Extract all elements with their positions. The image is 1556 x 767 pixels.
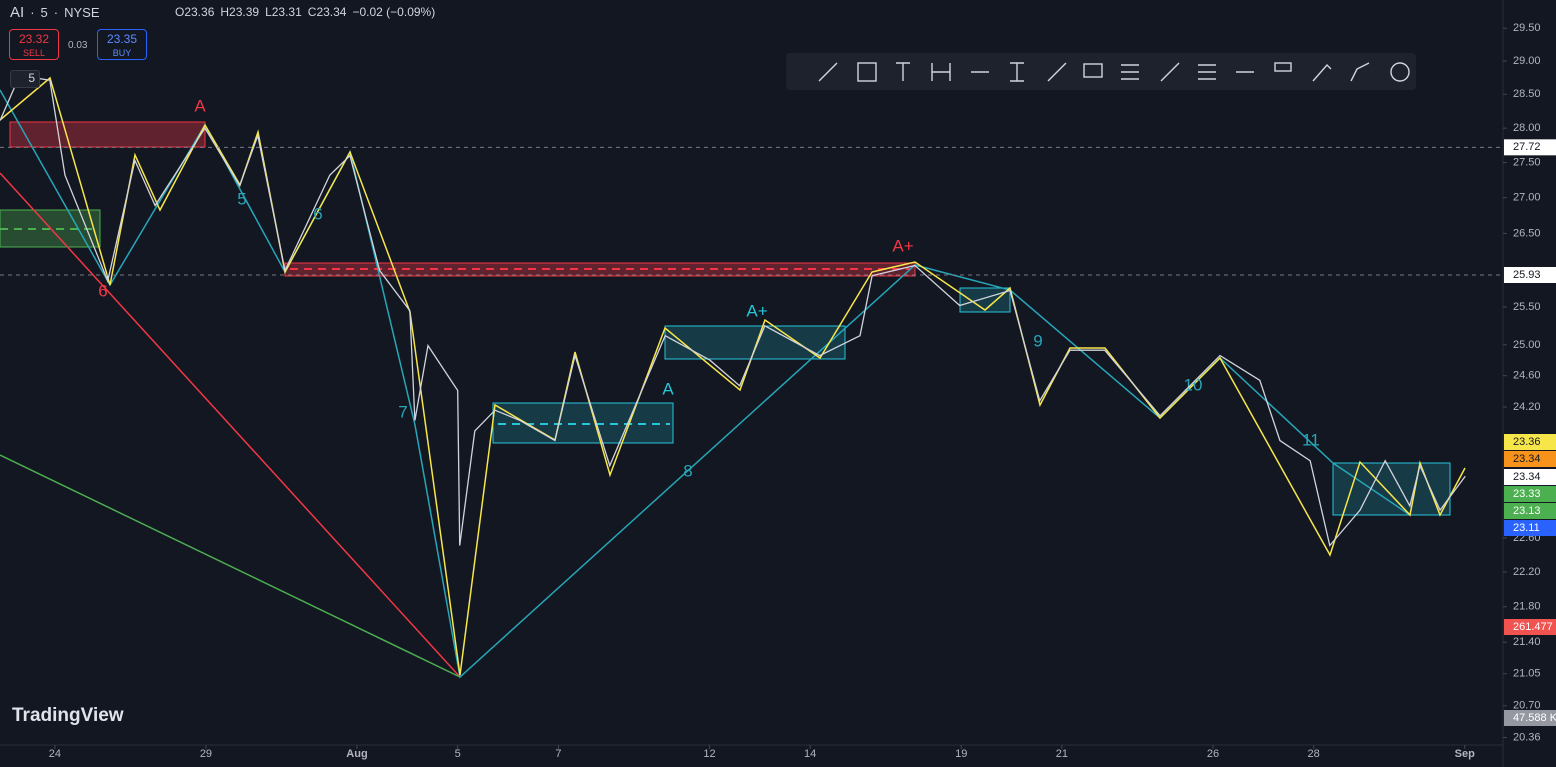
axis-badge-label: 47.588 K (1513, 712, 1556, 724)
interval[interactable]: 5 (40, 5, 48, 20)
y-tick-label: 21.80 (1513, 601, 1541, 613)
y-tick-label: 24.20 (1513, 401, 1541, 413)
zigzag (0, 76, 1466, 676)
x-tick-label: 28 (1308, 748, 1320, 760)
x-tick-label: Sep (1455, 748, 1475, 760)
axis-badge (1504, 434, 1556, 450)
x-tick-label: 26 (1207, 748, 1219, 760)
spread: 0.03 (68, 40, 88, 51)
annotation: 7 (398, 402, 407, 421)
buy-button[interactable]: 23.35 BUY (97, 29, 147, 60)
axis-badge (1504, 503, 1556, 519)
change: −0.02 (−0.09%) (352, 5, 436, 19)
y-tick-label: 27.00 (1513, 192, 1541, 204)
annotation: 11 (1302, 430, 1320, 449)
y-tick-label: 21.40 (1513, 636, 1541, 648)
buy-label: BUY (112, 48, 132, 58)
y-tick-label: 27.50 (1513, 156, 1541, 168)
x-tick-label: 7 (555, 748, 561, 760)
x-tick-label: Aug (346, 748, 367, 760)
symbol[interactable]: AI (10, 4, 25, 21)
annotation: 5 (237, 189, 246, 208)
indicator-toggle[interactable]: 5 (10, 70, 40, 88)
annotation: 6 (313, 204, 322, 223)
close: C23.34 (307, 5, 347, 19)
y-tick-label: 29.50 (1513, 22, 1541, 34)
annotation: A (194, 96, 206, 115)
y-tick-label: 29.00 (1513, 55, 1541, 67)
x-tick-label: 12 (703, 748, 715, 760)
annotation: 8 (683, 461, 692, 480)
buy-price: 23.35 (106, 32, 138, 46)
logo: TradingView (12, 705, 124, 726)
annotation: A+ (892, 236, 913, 255)
axis-badge-label: 23.13 (1513, 505, 1541, 517)
annotation: A+ (746, 301, 767, 320)
price-badge (1504, 266, 1556, 283)
axis-badge-label: 23.33 (1513, 488, 1541, 500)
axis-badge (1504, 619, 1556, 635)
sell-button[interactable]: 23.32 SELL (9, 29, 59, 60)
toolbar-icons (818, 62, 1410, 82)
trend-line (0, 454, 461, 678)
price-badge-label: 27.72 (1513, 141, 1541, 153)
axis-badge (1504, 520, 1556, 536)
annotation: 6 (98, 281, 107, 300)
x-tick-label: 19 (955, 748, 967, 760)
annotation: A (662, 379, 674, 398)
y-tick-label: 28.50 (1513, 88, 1541, 100)
y-tick-label: 20.70 (1513, 700, 1541, 712)
price-badge-label: 25.93 (1513, 269, 1541, 281)
open: O23.36 (175, 5, 215, 19)
price-line-series (0, 74, 1466, 547)
x-tick-label: 5 (455, 748, 461, 760)
annotation: 10 (1184, 375, 1203, 394)
y-tick-label: 25.00 (1513, 339, 1541, 351)
y-tick-label: 22.20 (1513, 566, 1541, 578)
axis-badge-label: 23.34 (1513, 453, 1541, 465)
x-tick-label: 21 (1056, 748, 1068, 760)
axis-badge-label: 23.36 (1513, 436, 1541, 448)
axis-badge-label: 23.11 (1513, 522, 1540, 534)
axis-badge (1504, 469, 1556, 485)
annotation: 9 (1033, 331, 1042, 350)
sell-price: 23.32 (18, 32, 50, 46)
exchange: NYSE (64, 5, 100, 20)
x-tick-label: 24 (49, 748, 61, 760)
sell-label: SELL (22, 48, 46, 58)
axis-badge (1504, 710, 1556, 726)
high: H23.39 (220, 5, 260, 19)
drawings (0, 76, 1466, 679)
y-tick-label: 21.05 (1513, 668, 1541, 680)
y-tick-label: 28.00 (1513, 122, 1541, 134)
axis-badge (1504, 451, 1556, 467)
axis-badge (1504, 486, 1556, 502)
y-tick-label: 25.50 (1513, 301, 1541, 313)
zone (959, 287, 1011, 313)
x-tick-label: 29 (200, 748, 212, 760)
price-axis (1503, 0, 1556, 767)
y-tick-label: 26.50 (1513, 227, 1541, 239)
axis-badge-label: 261.477 (1513, 621, 1553, 633)
axis-badge-label: 23.34 (1513, 471, 1541, 483)
low: L23.31 (265, 5, 302, 19)
ohlc: O23.36 H23.39 L23.31 C23.34 −0.02 (−0.09… (175, 5, 435, 19)
drawing-toolbar (786, 53, 1416, 90)
price-badge (1504, 139, 1556, 156)
trend-line (0, 172, 461, 678)
zone (9, 121, 206, 148)
y-tick-label: 24.60 (1513, 370, 1541, 382)
symbol-info: AI · 5 · NYSE (10, 4, 100, 21)
y-tick-label: 20.36 (1513, 731, 1541, 743)
x-tick-label: 14 (804, 748, 816, 760)
